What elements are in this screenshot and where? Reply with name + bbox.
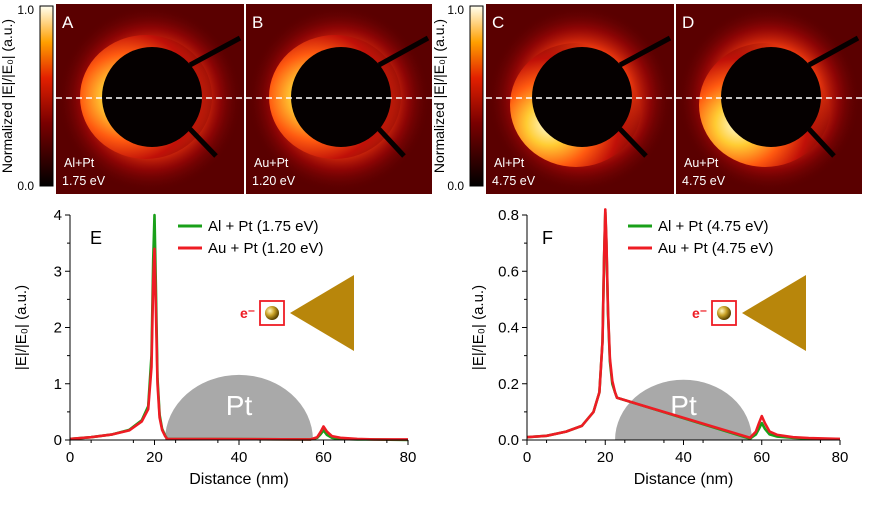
y-tick-label: 2 xyxy=(54,320,62,337)
gold-tip xyxy=(742,275,806,351)
map-panel-a: A Al+Pt 1.75 eV xyxy=(56,4,244,194)
x-axis-label: Distance (nm) xyxy=(634,471,734,488)
y-tick-label: 0.2 xyxy=(498,376,519,393)
colorbar-right-label: Normalized |E|/|E₀| (a.u.) xyxy=(431,19,447,173)
electron-label: e⁻ xyxy=(692,305,707,321)
nanoparticle-shadow xyxy=(102,47,202,147)
colorbar-left-label: Normalized |E|/|E₀| (a.u.) xyxy=(0,19,15,173)
x-tick-label: 60 xyxy=(315,449,332,466)
map-material: Au+Pt xyxy=(684,156,719,170)
colorbar-right: 1.0 0.0 Normalized |E|/|E₀| (a.u.) xyxy=(431,3,484,193)
y-axis-label: |E|/|E₀| (a.u.) xyxy=(470,285,487,370)
x-tick-label: 80 xyxy=(832,449,849,466)
tip-edge-upper xyxy=(188,35,242,68)
gold-tip xyxy=(290,275,354,351)
pt-particle xyxy=(615,379,752,440)
tip-edge-lower xyxy=(807,127,836,158)
map-letter: B xyxy=(252,13,263,32)
y-tick-label: 0.6 xyxy=(498,263,519,280)
x-tick-label: 20 xyxy=(146,449,163,466)
metal-nanoparticle xyxy=(717,306,731,320)
x-axis-label: Distance (nm) xyxy=(189,471,289,488)
colorbar-right-tick-max: 1.0 xyxy=(447,3,464,17)
tip-edge-upper xyxy=(377,35,430,68)
map-energy: 1.20 eV xyxy=(252,174,296,188)
tip-edge-lower xyxy=(618,127,648,158)
pt-particle xyxy=(165,374,313,440)
map-letter: D xyxy=(682,13,694,32)
colorbar-left-tick-max: 1.0 xyxy=(17,3,34,17)
nanoparticle-shadow xyxy=(291,47,391,147)
highlight-box xyxy=(259,300,285,326)
y-tick-label: 4 xyxy=(54,207,62,224)
map-energy: 4.75 eV xyxy=(682,174,726,188)
x-tick-label: 20 xyxy=(597,449,614,466)
map-material: Au+Pt xyxy=(254,156,289,170)
tip-edge-upper xyxy=(807,35,860,68)
tip-edge-upper xyxy=(618,35,672,68)
map-material: Al+Pt xyxy=(494,156,525,170)
map-letter: A xyxy=(62,13,74,32)
map-material: Al+Pt xyxy=(64,156,95,170)
x-tick-label: 60 xyxy=(753,449,770,466)
electron-label: e⁻ xyxy=(240,305,255,321)
map-letter: C xyxy=(492,13,504,32)
x-tick-label: 80 xyxy=(400,449,417,466)
chart-E: Pt 0 20 40 60 80 0 1 2 3 4 Distance (nm) |E|/|E₀| (a… xyxy=(13,207,416,488)
y-tick-label: 0.8 xyxy=(498,207,519,224)
legend-entry: Au + Pt (4.75 eV) xyxy=(658,240,773,257)
colorbar-left-tick-min: 0.0 xyxy=(17,179,34,193)
legend-entry: Al + Pt (4.75 eV) xyxy=(658,218,768,235)
tip-edge-lower xyxy=(377,127,406,158)
legend-entry: Al + Pt (1.75 eV) xyxy=(208,218,318,235)
tip-edge-lower xyxy=(188,127,218,158)
x-tick-label: 0 xyxy=(523,449,531,466)
metal-nanoparticle xyxy=(265,306,279,320)
map-panel-d: D Au+Pt 4.75 eV xyxy=(676,4,862,194)
y-tick-label: 3 xyxy=(54,263,62,280)
x-tick-label: 0 xyxy=(66,449,74,466)
colorbar-left: 1.0 0.0 Normalized |E|/|E₀| (a.u.) xyxy=(0,3,54,193)
x-tick-label: 40 xyxy=(675,449,692,466)
panel-letter: E xyxy=(90,228,102,248)
map-panel-c: C Al+Pt 4.75 eV xyxy=(486,4,674,194)
y-axis-label: |E|/|E₀| (a.u.) xyxy=(13,285,30,370)
map-energy: 1.75 eV xyxy=(62,174,106,188)
map-panel-b: B Au+Pt 1.20 eV xyxy=(246,4,432,194)
y-tick-label: 0.4 xyxy=(498,320,519,337)
series-line-red xyxy=(69,247,408,441)
series-line-red xyxy=(526,208,841,441)
colorbar-right-tick-min: 0.0 xyxy=(447,179,464,193)
y-tick-label: 0.0 xyxy=(498,432,519,449)
nanoparticle-shadow xyxy=(721,47,821,147)
y-tick-label: 0 xyxy=(54,432,62,449)
highlight-box xyxy=(711,300,737,326)
x-tick-label: 40 xyxy=(231,449,248,466)
panel-letter: F xyxy=(542,228,553,248)
map-energy: 4.75 eV xyxy=(492,174,536,188)
y-tick-label: 1 xyxy=(54,376,62,393)
pt-label: Pt xyxy=(226,390,253,421)
legend-entry: Au + Pt (1.20 eV) xyxy=(208,240,323,257)
nanoparticle-shadow xyxy=(532,47,632,147)
